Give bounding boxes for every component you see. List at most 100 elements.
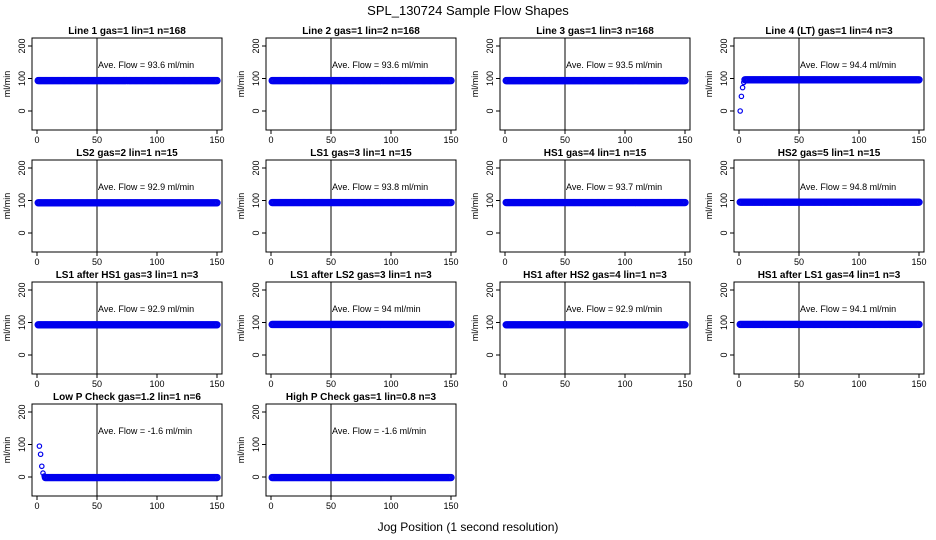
- y-tick-label: 200: [485, 282, 495, 297]
- x-tick-label: 150: [443, 379, 458, 389]
- data-point: [739, 84, 746, 91]
- x-tick-label: 0: [268, 257, 273, 267]
- y-axis-label: ml/min: [2, 193, 12, 220]
- x-tick-label: 150: [209, 135, 224, 145]
- x-tick-label: 150: [443, 135, 458, 145]
- data-point: [738, 93, 745, 100]
- y-tick-label: 100: [719, 193, 729, 208]
- plot-frame: [31, 281, 223, 375]
- data-point: [38, 463, 45, 470]
- data-point: [213, 76, 221, 85]
- y-axis-label: ml/min: [236, 315, 246, 342]
- y-tick-label: 200: [17, 38, 27, 53]
- average-flow-annotation: Ave. Flow = 92.9 ml/min: [566, 304, 662, 314]
- data-point: [447, 198, 455, 207]
- x-tick-label: 0: [502, 135, 507, 145]
- y-tick-label: 0: [251, 352, 261, 357]
- average-flow-annotation: Ave. Flow = 93.8 ml/min: [332, 182, 428, 192]
- y-tick-label: 100: [719, 315, 729, 330]
- y-axis-label: ml/min: [2, 437, 12, 464]
- data-points: [268, 473, 455, 482]
- y-tick-label: 200: [17, 160, 27, 175]
- data-point: [915, 198, 923, 206]
- x-tick-label: 50: [92, 135, 102, 145]
- y-axis-label: ml/min: [2, 315, 12, 342]
- x-tick-label: 50: [326, 257, 336, 267]
- plot-frame: [31, 403, 223, 497]
- panel-title: LS1 after HS1 gas=3 lin=1 n=3: [56, 270, 199, 281]
- x-tick-label: 100: [383, 501, 398, 511]
- y-tick-label: 200: [17, 282, 27, 297]
- data-point: [213, 321, 221, 329]
- figure-title: SPL_130724 Sample Flow Shapes: [367, 3, 569, 18]
- y-tick-label: 200: [251, 38, 261, 53]
- x-tick-label: 50: [92, 257, 102, 267]
- x-tick-label: 50: [92, 501, 102, 511]
- y-axis-label: ml/min: [470, 315, 480, 342]
- average-flow-annotation: Ave. Flow = 94.8 ml/min: [800, 182, 896, 192]
- x-tick-label: 100: [383, 135, 398, 145]
- x-tick-label: 100: [383, 257, 398, 267]
- x-tick-label: 100: [617, 135, 632, 145]
- panel-title: Low P Check gas=1.2 lin=1 n=6: [53, 392, 201, 403]
- x-tick-label: 150: [209, 501, 224, 511]
- average-flow-annotation: Ave. Flow = 94.1 ml/min: [800, 304, 896, 314]
- data-point: [737, 108, 744, 114]
- y-axis-label: ml/min: [2, 71, 12, 98]
- data-point: [681, 198, 689, 207]
- data-point: [213, 473, 221, 482]
- average-flow-annotation: Ave. Flow = -1.6 ml/min: [332, 426, 426, 436]
- y-axis-label: ml/min: [236, 193, 246, 220]
- panel-2: Line 2 gas=1 lin=2 n=168 Ave. Flow = 93.6…: [236, 26, 459, 145]
- x-tick-label: 150: [911, 135, 926, 145]
- x-tick-label: 50: [326, 501, 336, 511]
- y-tick-label: 0: [251, 108, 261, 113]
- y-axis-label: ml/min: [704, 315, 714, 342]
- y-tick-label: 100: [719, 71, 729, 86]
- panel-7: HS1 gas=4 lin=1 n=15 Ave. Flow = 93.7 ml/…: [470, 148, 693, 267]
- figure-x-axis-label: Jog Position (1 second resolution): [378, 520, 559, 534]
- x-tick-label: 0: [34, 501, 39, 511]
- x-tick-label: 150: [911, 379, 926, 389]
- y-tick-label: 0: [251, 474, 261, 479]
- y-axis-label: ml/min: [704, 193, 714, 220]
- y-tick-label: 200: [719, 38, 729, 53]
- data-points: [268, 198, 455, 207]
- panel-title: LS1 after LS2 gas=3 lin=1 n=3: [290, 270, 432, 281]
- y-tick-label: 0: [17, 474, 27, 479]
- panel-title: Line 3 gas=1 lin=3 n=168: [536, 26, 654, 37]
- panel-title: Line 1 gas=1 lin=1 n=168: [68, 26, 186, 37]
- y-tick-label: 200: [251, 160, 261, 175]
- y-tick-label: 200: [485, 160, 495, 175]
- y-tick-label: 0: [251, 230, 261, 235]
- panel-12: HS1 after LS1 gas=4 lin=1 n=3 Ave. Flow =…: [704, 270, 927, 389]
- y-tick-label: 200: [485, 38, 495, 53]
- y-tick-label: 100: [251, 437, 261, 452]
- x-tick-label: 50: [794, 257, 804, 267]
- data-point: [681, 321, 689, 329]
- panel-title: High P Check gas=1 lin=0.8 n=3: [286, 392, 437, 403]
- panel-8: HS2 gas=5 lin=1 n=15 Ave. Flow = 94.8 ml/…: [704, 148, 927, 267]
- y-tick-label: 100: [17, 315, 27, 330]
- x-tick-label: 50: [92, 379, 102, 389]
- x-tick-label: 100: [851, 379, 866, 389]
- x-tick-label: 0: [502, 379, 507, 389]
- average-flow-annotation: Ave. Flow = 93.6 ml/min: [98, 60, 194, 70]
- data-point: [915, 320, 923, 329]
- x-tick-label: 100: [149, 379, 164, 389]
- x-tick-label: 100: [851, 257, 866, 267]
- y-tick-label: 0: [719, 352, 729, 357]
- y-axis-label: ml/min: [704, 71, 714, 98]
- y-axis-label: ml/min: [236, 71, 246, 98]
- average-flow-annotation: Ave. Flow = 93.5 ml/min: [566, 60, 662, 70]
- x-tick-label: 100: [383, 379, 398, 389]
- panel-title: HS1 after LS1 gas=4 lin=1 n=3: [758, 270, 901, 281]
- data-points: [36, 443, 221, 482]
- plot-frame: [499, 37, 691, 131]
- x-tick-label: 100: [617, 379, 632, 389]
- data-points: [268, 320, 455, 329]
- x-tick-label: 100: [851, 135, 866, 145]
- y-tick-label: 100: [485, 315, 495, 330]
- panel-3: Line 3 gas=1 lin=3 n=168 Ave. Flow = 93.5…: [470, 26, 693, 145]
- data-points: [737, 76, 923, 114]
